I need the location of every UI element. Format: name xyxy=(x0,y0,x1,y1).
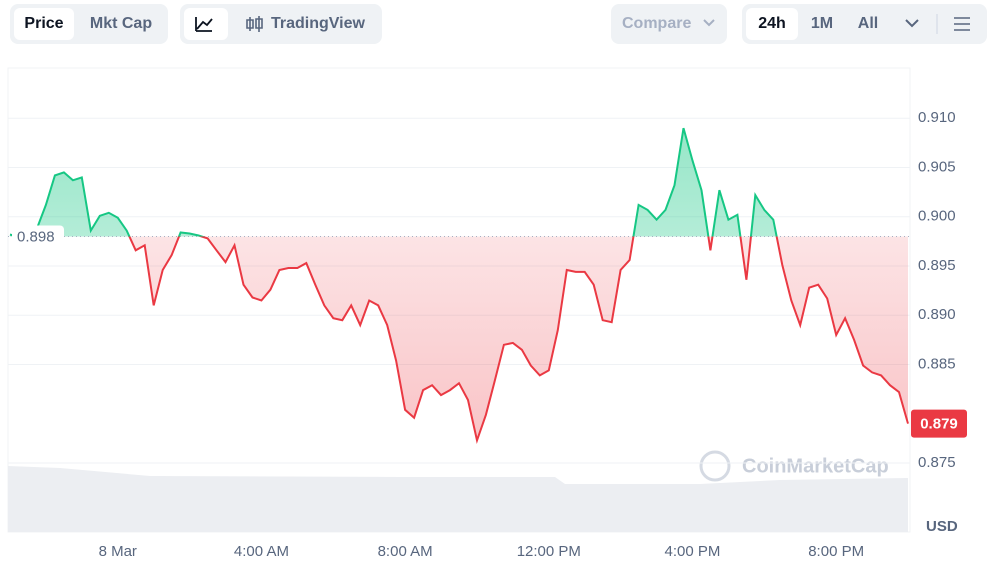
y-tick-label: 0.875 xyxy=(918,454,956,471)
reference-label: 0.898 xyxy=(17,228,55,245)
x-tick-label: 4:00 AM xyxy=(234,543,289,560)
tool-group xyxy=(180,4,382,44)
price-line-up xyxy=(9,127,778,237)
x-tick-label: 8:00 AM xyxy=(378,543,433,560)
range[interactable]: 1M xyxy=(811,15,833,32)
range-active[interactable] xyxy=(746,8,798,40)
price-tag xyxy=(911,409,967,438)
watermark-logo xyxy=(699,450,731,482)
x-tick-label: 8 Mar xyxy=(99,543,137,560)
y-tick-label: 0.890 xyxy=(918,306,956,323)
line-icon xyxy=(195,17,213,32)
y-tick-label: 0.885 xyxy=(918,356,956,373)
y-tick-label: 0.910 xyxy=(918,109,956,126)
range[interactable]: All xyxy=(858,15,878,32)
settings-icon[interactable] xyxy=(954,17,970,31)
tab[interactable]: Mkt Cap xyxy=(90,15,152,32)
volume-area xyxy=(8,466,908,532)
y-tick-label: 0.900 xyxy=(918,208,956,225)
compare[interactable]: Compare xyxy=(622,15,691,32)
x-tick-label: 12:00 PM xyxy=(517,543,581,560)
y-tick-label: 0.895 xyxy=(918,257,956,274)
price-tag-label: 0.879 xyxy=(920,416,958,433)
price-line-down xyxy=(12,236,909,445)
area-up xyxy=(10,128,908,237)
tab-active[interactable] xyxy=(14,8,74,40)
tab[interactable]: Price xyxy=(24,15,63,32)
range[interactable]: 24h xyxy=(758,15,786,32)
currency: USD xyxy=(926,518,958,535)
x-tick-label: 8:00 PM xyxy=(808,543,864,560)
chevron xyxy=(703,19,715,27)
area-down xyxy=(15,236,908,441)
reference-label-bg xyxy=(12,225,64,248)
watermark: CoinMarketCap xyxy=(742,455,889,477)
y-tick-label: 0.905 xyxy=(918,158,956,175)
tool[interactable]: TradingView xyxy=(271,15,366,32)
compare-btn[interactable] xyxy=(611,4,727,44)
chevron[interactable] xyxy=(905,19,919,28)
candle-icon xyxy=(246,16,263,32)
x-tick-label: 4:00 PM xyxy=(665,543,721,560)
range-group xyxy=(742,4,987,44)
